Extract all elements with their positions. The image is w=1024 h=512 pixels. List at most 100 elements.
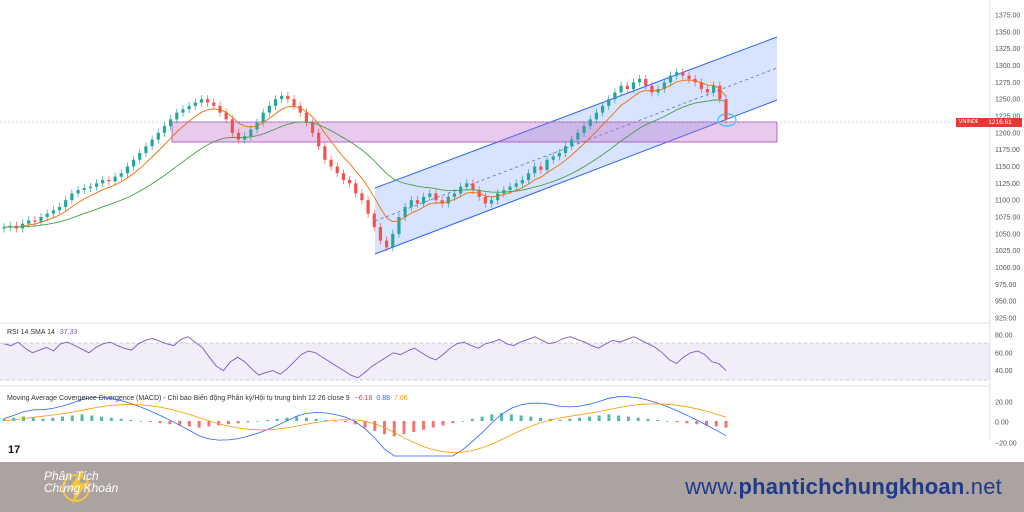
macd-line — [3, 396, 727, 457]
candle-body — [557, 153, 561, 157]
channel-upper-line[interactable] — [374, 36, 778, 189]
candle-body — [465, 183, 469, 187]
macd-hist-bar — [441, 421, 445, 426]
url-domain: phantichchungkhoan — [738, 474, 965, 499]
candle-body — [199, 99, 204, 103]
macd-hist-bar — [304, 417, 308, 421]
candle-body — [329, 159, 333, 167]
macd-hist-bar — [529, 416, 533, 421]
candle-body — [440, 200, 444, 204]
price-tick-label: 1325.00 — [995, 46, 1020, 53]
lightning-logo-icon — [62, 472, 90, 504]
candle-body — [397, 217, 401, 234]
candle-body — [662, 82, 666, 90]
rsi-line — [3, 336, 727, 379]
candle-body — [718, 85, 722, 100]
candle-body — [280, 95, 284, 100]
macd-hist-bar — [714, 421, 718, 427]
macd-value-2: 0.88 — [376, 395, 390, 402]
candle-body — [310, 122, 315, 133]
candle-body — [699, 82, 703, 90]
candle-body — [317, 132, 321, 147]
candle-body — [514, 183, 518, 187]
price-tick-label: 1375.00 — [995, 13, 1020, 20]
macd-hist-bar — [256, 421, 260, 422]
candle-body — [588, 119, 592, 127]
macd-hist-bar — [265, 419, 269, 421]
price-tick-label: 1275.00 — [995, 80, 1020, 87]
macd-hist-bar — [90, 415, 94, 421]
macd-hist-bar — [158, 421, 162, 424]
candle-body — [360, 193, 364, 201]
price-tick-label: 1350.00 — [995, 29, 1020, 36]
macd-hist-bar — [617, 415, 621, 421]
candle-body — [267, 105, 271, 113]
brand-name: Phân Tích Chứng Khoán — [44, 470, 118, 494]
candle-body — [347, 179, 352, 184]
macd-hist-bar — [61, 416, 65, 421]
candle-body — [2, 227, 6, 229]
candle-body — [452, 193, 457, 197]
website-url[interactable]: www.phantichchungkhoan.net — [685, 474, 1002, 500]
tradingview-logo[interactable]: 17 — [8, 444, 21, 456]
brand-line-1: Phân Tích — [44, 469, 99, 483]
candle-body — [33, 220, 37, 222]
macd-tick-label: −20.00 — [995, 441, 1017, 448]
candle-body — [292, 99, 296, 106]
support-zone-rect[interactable] — [171, 121, 778, 143]
macd-label: Moving Average Covergence Divergence (MA… — [7, 393, 408, 402]
macd-hist-bar — [187, 421, 191, 427]
channel-lower-line[interactable] — [374, 99, 778, 255]
chart-area[interactable]: 1375.00 1350.00 1325.00 1300.00 1275.00 1250.… — [0, 0, 1024, 462]
candle-body — [687, 75, 691, 79]
macd-hist-bar — [626, 416, 630, 421]
candle-body — [471, 183, 475, 191]
macd-hist-bar — [343, 421, 347, 423]
chart-canvas[interactable]: 1375.00 1350.00 1325.00 1300.00 1275.00 1250.… — [0, 0, 1024, 462]
candle-body — [76, 190, 80, 194]
candle-body — [625, 85, 629, 90]
rsi-tick-label: 80.00 — [995, 332, 1013, 339]
ma-fast-line — [3, 79, 727, 228]
candle-body — [175, 112, 179, 120]
candle-body — [391, 233, 395, 248]
macd-hist-bar — [70, 415, 74, 421]
price-axis[interactable]: 1375.00 1350.00 1325.00 1300.00 1275.00 1250.… — [995, 13, 1020, 323]
candle-body — [261, 112, 265, 123]
macd-hist-bar — [500, 413, 504, 421]
candle-body — [594, 112, 599, 120]
macd-tick-label: 0.00 — [995, 420, 1009, 427]
brand-line-2: Chứng Khoán — [44, 481, 119, 495]
macd-hist-bar — [41, 418, 45, 421]
candle-body — [644, 78, 648, 86]
macd-hist-bar — [353, 421, 357, 425]
candle-body — [668, 75, 673, 83]
price-tick-label: 1150.00 — [995, 164, 1020, 171]
macd-hist-bar — [100, 416, 104, 421]
macd-hist-bar — [480, 416, 484, 421]
macd-hist-bar — [490, 414, 494, 421]
macd-hist-bar — [12, 417, 16, 421]
price-tick-label: 1300.00 — [995, 63, 1020, 70]
macd-hist-bar — [178, 421, 182, 426]
macd-axis[interactable]: 20.00 0.00 −20.00 — [995, 400, 1017, 448]
macd-hist-bar — [402, 421, 406, 435]
candle-body — [613, 92, 617, 100]
url-prefix: www. — [685, 474, 739, 499]
macd-hist-bar — [656, 419, 660, 421]
candle-body — [70, 193, 74, 201]
price-channel-fill — [375, 37, 777, 254]
candle-body — [607, 99, 611, 106]
candle-body — [249, 129, 253, 137]
macd-value-3: 7.06 — [394, 395, 408, 402]
candle-body — [64, 200, 68, 207]
rsi-axis[interactable]: 80.00 60.00 40.00 — [995, 332, 1013, 375]
macd-hist-bar — [373, 421, 377, 431]
macd-hist-bar — [236, 421, 240, 424]
candle-body — [520, 179, 524, 184]
macd-hist-bar — [275, 418, 279, 421]
macd-hist-bar — [539, 417, 543, 421]
macd-hist-bar — [207, 421, 211, 427]
candle-body — [638, 78, 642, 83]
macd-hist-bar — [31, 417, 35, 421]
